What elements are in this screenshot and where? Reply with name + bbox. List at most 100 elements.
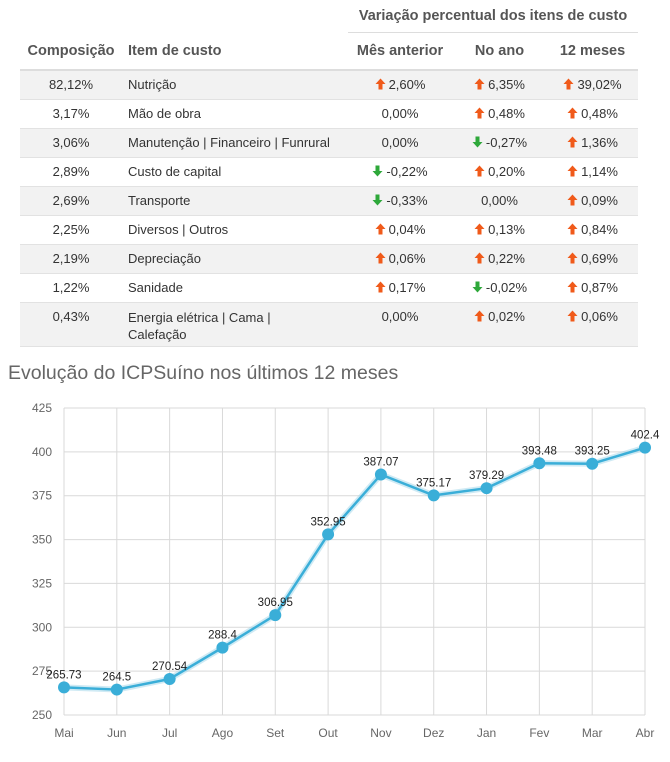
header-prev-month: Mês anterior xyxy=(348,32,452,71)
y-tick-label: 300 xyxy=(32,620,52,634)
group-header-title: Variação percentual dos itens de custo xyxy=(348,0,639,33)
value-prev-month-cell: -0,22% xyxy=(348,157,452,187)
value-ytd: 6,35% xyxy=(488,77,525,93)
x-tick-label: Jun xyxy=(107,726,126,740)
data-point xyxy=(110,683,123,696)
data-point xyxy=(586,457,599,470)
x-tick-label: Fev xyxy=(529,726,549,740)
data-label: 264.5 xyxy=(102,672,131,684)
value-ytd: 0,48% xyxy=(488,106,525,121)
arrow-up-icon xyxy=(375,252,386,264)
item-name-cell: Nutrição xyxy=(122,70,348,100)
value-prev-month: 0,06% xyxy=(388,251,426,266)
icp-line-chart: 250 275 300 325 350 375 400 425 Mai Jun Jul Ago Set O… xyxy=(32,401,660,740)
value-12-months: 39,02% xyxy=(577,77,622,93)
value-ytd: -0,02% xyxy=(485,280,528,295)
chart-data-labels: 265.73 264.5 270.54 288.4 306.95 352.95 387.07… xyxy=(46,430,660,684)
table-row: 2,25% Diversos | Outros 0,04% 0,13% 0,84% xyxy=(20,215,639,245)
composition-cell: 82,12% xyxy=(20,70,122,100)
arrow-up-icon xyxy=(567,194,578,206)
value-ytd: 0,13% xyxy=(488,222,525,237)
data-point xyxy=(480,482,493,495)
value-prev-month-cell: 0,17% xyxy=(348,273,452,303)
x-tick-label: Mar xyxy=(582,726,603,740)
x-tick-label: Out xyxy=(318,726,338,740)
data-label: 387.07 xyxy=(363,457,398,469)
y-tick-label: 350 xyxy=(32,533,52,547)
item-name-cell: Mão de obra xyxy=(122,99,348,129)
group-header-spacer xyxy=(20,0,348,33)
value-ytd: -0,27% xyxy=(485,135,528,150)
arrow-up-icon xyxy=(567,223,578,235)
arrow-up-icon xyxy=(474,310,485,321)
data-point xyxy=(533,457,546,470)
value-12-months-cell: 0,48% xyxy=(547,99,639,129)
arrow-down-icon xyxy=(372,165,383,177)
arrow-up-icon xyxy=(474,107,485,119)
value-ytd-cell: 6,35% xyxy=(452,70,547,100)
x-tick-label: Nov xyxy=(370,726,391,740)
data-label: 306.95 xyxy=(258,597,293,609)
y-tick-label: 250 xyxy=(32,708,52,722)
data-label: 393.25 xyxy=(575,446,610,458)
table-row: 2,69% Transporte -0,33% 0,00% 0,09% xyxy=(20,186,639,216)
value-12-months: 0,09% xyxy=(581,193,618,208)
data-point xyxy=(427,489,440,502)
cost-items-table: Variação percentual dos itens de custo C… xyxy=(20,0,639,347)
y-tick-label: 375 xyxy=(32,489,52,503)
value-prev-month-cell: -0,33% xyxy=(348,186,452,216)
value-ytd-cell: -0,02% xyxy=(452,273,547,303)
value-ytd-cell: 0,13% xyxy=(452,215,547,245)
value-12-months: 0,06% xyxy=(581,308,618,324)
arrow-up-icon xyxy=(375,281,386,293)
y-tick-label: 400 xyxy=(32,445,52,459)
data-point xyxy=(163,672,176,685)
chart-axes: 250 275 300 325 350 375 400 425 Mai Jun Jul Ago Set O… xyxy=(32,401,654,740)
x-tick-label: Mai xyxy=(54,726,73,740)
arrow-down-icon xyxy=(372,194,383,206)
value-12-months-cell: 0,84% xyxy=(547,215,639,245)
arrow-down-icon xyxy=(472,281,483,293)
table-row: 2,89% Custo de capital -0,22% 0,20% 1,14% xyxy=(20,157,639,187)
value-prev-month-cell: 0,04% xyxy=(348,215,452,245)
y-tick-label: 325 xyxy=(32,576,52,590)
value-12-months-cell: 0,69% xyxy=(547,244,639,274)
x-tick-label: Abr xyxy=(636,726,655,740)
data-label: 402.4 xyxy=(631,430,660,442)
data-label: 270.54 xyxy=(152,661,188,673)
composition-cell: 2,25% xyxy=(20,215,122,245)
arrow-up-icon xyxy=(567,252,578,264)
arrow-up-icon xyxy=(474,223,485,235)
value-12-months: 0,87% xyxy=(581,280,618,295)
value-ytd: 0,00% xyxy=(481,193,518,208)
value-ytd-cell: 0,48% xyxy=(452,99,547,129)
data-label: 265.73 xyxy=(46,669,81,681)
value-prev-month-cell: 0,00% xyxy=(348,128,452,158)
item-name-cell: Diversos | Outros xyxy=(122,215,348,245)
value-ytd: 0,02% xyxy=(488,308,525,324)
arrow-up-icon xyxy=(567,165,578,177)
value-ytd-cell: 0,00% xyxy=(452,186,547,216)
data-point xyxy=(58,681,70,694)
table-row: 3,06% Manutenção | Financeiro | Funrural 0… xyxy=(20,128,639,158)
value-prev-month-cell: 0,00% xyxy=(348,302,452,347)
arrow-up-icon xyxy=(474,165,485,177)
value-12-months: 0,84% xyxy=(581,222,618,237)
composition-cell: 0,43% xyxy=(20,302,122,347)
data-point xyxy=(269,609,282,622)
x-tick-label: Set xyxy=(266,726,285,740)
table-row: 0,43% Energia elétrica | Cama | Calefação… xyxy=(20,302,639,347)
table-row: 82,12% Nutrição 2,60% 6,35% 39,02% xyxy=(20,70,639,100)
y-tick-label: 425 xyxy=(32,401,52,415)
data-label: 379.29 xyxy=(469,470,504,482)
value-ytd: 0,20% xyxy=(488,164,525,179)
data-point xyxy=(322,528,335,541)
x-tick-label: Ago xyxy=(212,726,234,740)
composition-cell: 3,17% xyxy=(20,99,122,129)
value-12-months: 1,14% xyxy=(581,164,618,179)
table-row: 2,19% Depreciação 0,06% 0,22% 0,69% xyxy=(20,244,639,274)
value-12-months: 0,69% xyxy=(581,251,618,266)
value-prev-month: 0,00% xyxy=(381,308,419,324)
table-body: 82,12% Nutrição 2,60% 6,35% 39,02% 3,17% Mão d… xyxy=(20,70,639,347)
x-tick-label: Dez xyxy=(423,726,444,740)
